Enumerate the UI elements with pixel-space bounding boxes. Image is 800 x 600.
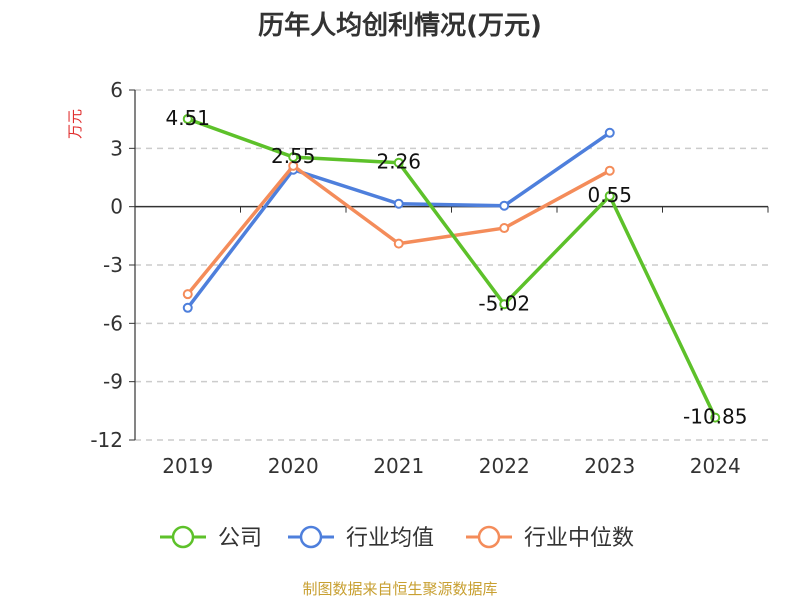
data-point xyxy=(182,289,193,300)
y-tick-label: -6 xyxy=(103,311,123,335)
data-label: 4.51 xyxy=(165,106,210,130)
series-2 xyxy=(182,160,615,300)
data-label: -5.02 xyxy=(478,291,530,315)
data-point xyxy=(604,190,615,201)
data-point xyxy=(393,198,404,209)
series-line xyxy=(187,117,717,419)
y-tick-label: 3 xyxy=(110,136,123,160)
y-tick-labels: 6 3 0 -3 -6 -9 -12 xyxy=(90,78,123,452)
legend-item-0: 公司 xyxy=(160,525,262,551)
data-point xyxy=(182,302,193,313)
legend-marker xyxy=(299,525,323,549)
legend: 公司 行业均值 行业中位数 xyxy=(160,525,634,551)
legend-label: 公司 xyxy=(218,526,262,551)
grid-lines xyxy=(135,89,768,441)
x-tick-label: 2020 xyxy=(268,454,319,478)
y-tick-label: -12 xyxy=(90,428,123,452)
x-tick-label: 2024 xyxy=(690,454,741,478)
data-label: 0.55 xyxy=(587,183,632,207)
y-tick-label: -3 xyxy=(103,253,123,277)
data-labels: 4.51 2.55 2.26 -5.02 0.55 -10.85 xyxy=(165,106,747,429)
legend-item-1: 行业均值 xyxy=(288,525,434,551)
data-point xyxy=(604,165,615,176)
y-tick-label: 0 xyxy=(110,195,123,219)
x-tick-labels: 2019 2020 2021 2022 2023 2024 xyxy=(162,454,740,478)
x-tick-label: 2022 xyxy=(479,454,530,478)
legend-label: 行业中位数 xyxy=(524,526,634,551)
source-footnote: 制图数据来自恒生聚源数据库 xyxy=(302,580,497,598)
data-point xyxy=(499,299,510,310)
series-0 xyxy=(182,113,721,423)
data-point xyxy=(393,157,404,168)
data-point xyxy=(604,127,615,138)
data-point xyxy=(288,152,299,163)
legend-item-2: 行业中位数 xyxy=(466,525,634,551)
data-point xyxy=(499,200,510,211)
y-axis-label: 万元 xyxy=(66,109,84,139)
legend-label: 行业均值 xyxy=(346,526,434,551)
x-tick-label: 2023 xyxy=(584,454,635,478)
data-label: -10.85 xyxy=(683,405,747,429)
series-line xyxy=(186,164,611,296)
x-tick-label: 2019 xyxy=(162,454,213,478)
data-label: 2.55 xyxy=(271,144,316,168)
data-point xyxy=(182,113,193,124)
axes xyxy=(129,89,769,441)
data-label: 2.26 xyxy=(376,150,421,174)
legend-marker xyxy=(477,525,501,549)
x-tick-label: 2021 xyxy=(373,454,424,478)
y-tick-label: 6 xyxy=(110,78,123,102)
data-point xyxy=(499,223,510,234)
y-tick-label: -9 xyxy=(103,370,123,394)
data-point xyxy=(393,238,404,249)
legend-marker xyxy=(171,525,195,549)
chart-title: 历年人均创利情况(万元) xyxy=(258,10,542,41)
data-point xyxy=(710,412,721,423)
series-group xyxy=(182,113,721,423)
